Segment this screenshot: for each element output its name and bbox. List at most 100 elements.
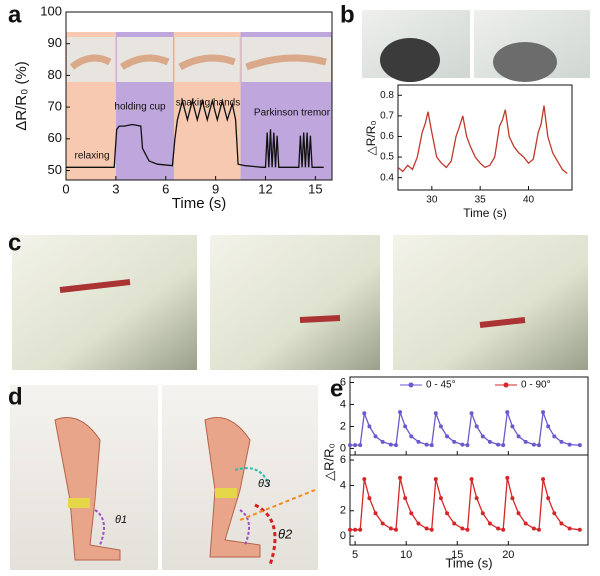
x-tick-label: 15: [451, 549, 463, 561]
data-point: [577, 443, 582, 448]
data-point: [438, 496, 443, 501]
data-line: [397, 105, 568, 174]
y-tick-label: 70: [48, 99, 62, 114]
data-point: [362, 477, 367, 482]
y-axis-title: △R/R₀: [364, 121, 378, 156]
panel-label: b: [340, 1, 355, 28]
data-point: [559, 521, 564, 526]
data-point: [474, 424, 479, 429]
data-point: [373, 511, 378, 516]
data-point: [403, 496, 408, 501]
data-point: [496, 442, 501, 447]
panel-label: a: [8, 1, 22, 28]
x-tick-label: 12: [258, 181, 272, 196]
data-point: [367, 424, 372, 429]
muscle-drawing: [204, 417, 261, 558]
muscle-drawing: [54, 417, 121, 561]
x-tick-label: 40: [523, 195, 535, 206]
x-tick-label: 10: [400, 549, 412, 561]
x-tick-label: 0: [62, 181, 69, 196]
data-point: [460, 526, 465, 531]
data-point: [373, 434, 378, 439]
panel-label: e: [330, 375, 343, 402]
annotation: Parkinson tremor: [254, 108, 331, 119]
photo-detail: [119, 54, 170, 70]
photo-detail: [245, 54, 327, 71]
panel-label: d: [8, 383, 23, 410]
y-tick-label: 6: [340, 454, 346, 466]
data-point: [424, 442, 429, 447]
data-point: [388, 442, 393, 447]
data-point: [496, 526, 501, 531]
y-tick-label: 0.4: [380, 172, 394, 183]
photo-detail: [479, 317, 526, 328]
annotation: shaking hands: [176, 98, 241, 109]
data-point: [358, 443, 363, 448]
data-point: [559, 439, 564, 444]
data-point: [469, 477, 474, 482]
y-tick-label: 0.5: [380, 152, 394, 163]
y-tick-label: 50: [48, 162, 62, 177]
data-point: [348, 527, 352, 532]
data-point: [388, 526, 393, 531]
data-point: [501, 443, 506, 448]
legend-marker: [503, 382, 509, 388]
data-point: [452, 521, 457, 526]
data-point: [358, 527, 363, 532]
data-point: [416, 439, 421, 444]
y-tick-label: 4: [340, 398, 346, 410]
data-point: [546, 424, 551, 429]
data-point: [460, 442, 465, 447]
data-line: [350, 477, 580, 531]
panel-label: c: [8, 229, 21, 256]
plot-frame: [397, 84, 573, 191]
x-tick-label: 6: [162, 181, 169, 196]
photo: [393, 235, 588, 370]
data-line: [350, 411, 580, 446]
y-tick-label: 2: [340, 420, 346, 432]
data-point: [465, 443, 470, 448]
data-point: [541, 410, 546, 415]
annotation: holding cup: [114, 102, 166, 113]
data-point: [429, 527, 434, 532]
data-point: [516, 511, 521, 516]
data-point: [362, 411, 367, 416]
data-point: [505, 475, 510, 480]
angle-arc: [94, 509, 105, 546]
photo-detail: [380, 38, 440, 82]
data-point: [398, 475, 403, 480]
x-axis-title: Time (s): [463, 206, 507, 220]
y-tick-label: 60: [48, 130, 62, 145]
data-point: [393, 443, 398, 448]
data-point: [433, 411, 438, 416]
x-tick-label: 3: [112, 181, 119, 196]
data-point: [510, 496, 515, 501]
plot-frame: [349, 454, 589, 546]
x-tick-label: 15: [308, 181, 322, 196]
theta-label: θ1: [115, 514, 127, 526]
y-tick-label: 80: [48, 67, 62, 82]
photo-detail: [59, 279, 131, 293]
y-tick-label: 0: [340, 442, 346, 454]
data-point: [505, 410, 510, 415]
legend-label: 0 - 45°: [426, 380, 456, 391]
data-point: [353, 443, 358, 448]
data-point: [487, 439, 492, 444]
data-point: [398, 410, 403, 415]
y-tick-label: 0.6: [380, 131, 394, 142]
y-tick-label: 90: [48, 35, 62, 50]
data-point: [531, 526, 536, 531]
data-point: [380, 439, 385, 444]
data-point: [380, 521, 385, 526]
data-point: [536, 443, 541, 448]
data-point: [424, 526, 429, 531]
data-point: [367, 496, 372, 501]
y-tick-label: 2: [340, 505, 346, 517]
x-tick-label: 5: [352, 549, 358, 561]
data-point: [480, 434, 485, 439]
angle-arc: [239, 509, 250, 546]
data-line: [66, 98, 324, 168]
sensor: [215, 488, 237, 498]
data-point: [465, 527, 470, 532]
data-point: [445, 511, 450, 516]
